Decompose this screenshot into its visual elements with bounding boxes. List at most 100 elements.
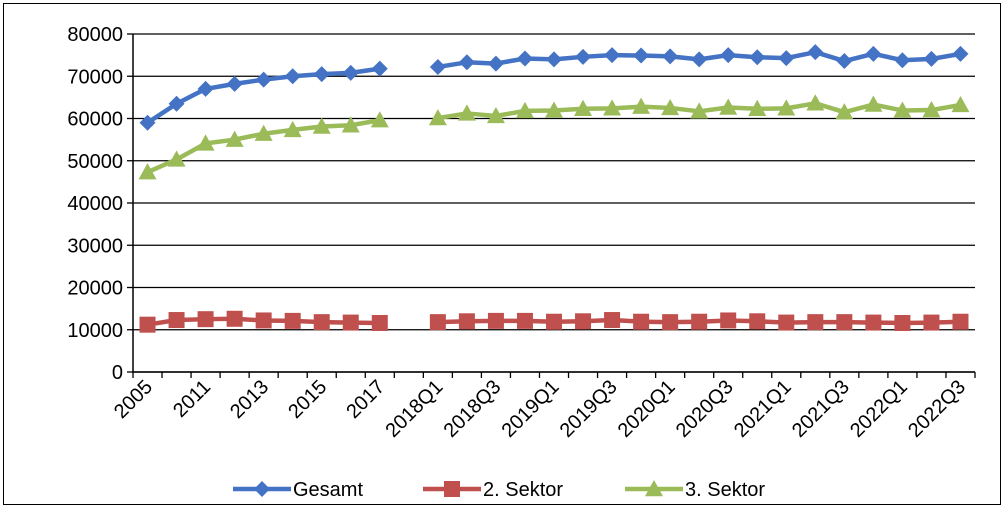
data-point <box>719 98 738 115</box>
y-tick-label: 0 <box>112 362 123 384</box>
series-2 <box>138 94 970 180</box>
data-point <box>371 314 388 331</box>
data-point <box>748 99 767 116</box>
data-point <box>371 60 388 77</box>
data-point <box>749 49 766 66</box>
data-point <box>457 104 476 121</box>
data-point <box>546 313 562 330</box>
y-tick-label: 40000 <box>67 193 123 215</box>
x-tick-label: 2015 <box>284 376 331 423</box>
x-axis: 2005 2011 2013 2015 20172018Q12018Q32019Q120… <box>110 371 976 442</box>
data-point <box>864 95 883 112</box>
y-axis: 0 10000 20000 30000 40000 50000 60000 70000 8000… <box>67 24 134 384</box>
data-point <box>139 114 156 131</box>
legend: Gesamt 2. Sektor 3. Sektor <box>233 479 765 501</box>
data-point <box>138 163 157 180</box>
data-point <box>226 75 243 92</box>
data-point <box>894 52 911 69</box>
data-point <box>370 111 389 128</box>
data-point <box>633 47 650 64</box>
data-point <box>835 103 854 120</box>
x-tick-label: 2019Q1 <box>498 376 564 442</box>
data-point <box>807 314 824 331</box>
data-point <box>604 47 621 64</box>
data-point <box>284 312 301 329</box>
x-tick-label: 2021Q1 <box>730 376 796 442</box>
data-point <box>429 58 446 75</box>
legend-entry-1: 2. Sektor <box>423 479 563 501</box>
data-point <box>196 134 215 151</box>
data-point <box>139 316 156 333</box>
x-tick-label: 2019Q3 <box>556 376 622 442</box>
data-point <box>341 116 360 133</box>
data-point <box>284 68 301 85</box>
data-point <box>633 313 650 330</box>
x-tick-label: 2013 <box>226 376 273 423</box>
data-point <box>952 45 969 62</box>
data-point <box>575 48 592 65</box>
x-tick-label: 2011 <box>169 376 215 422</box>
data-point <box>777 99 796 116</box>
data-point <box>515 101 534 119</box>
data-point <box>342 314 359 331</box>
y-tick-label: 60000 <box>67 109 123 131</box>
y-tick-label: 70000 <box>67 66 123 88</box>
data-point <box>836 53 853 70</box>
x-tick-label: 2017 <box>342 376 389 423</box>
data-point <box>836 314 853 331</box>
series-1 <box>139 310 969 333</box>
data-point <box>923 50 940 67</box>
data-point <box>691 51 708 68</box>
chart-frame <box>3 3 1001 505</box>
data-point <box>342 64 359 81</box>
data-point <box>313 314 330 331</box>
data-point <box>458 313 475 330</box>
series-0 <box>139 44 969 131</box>
data-point <box>806 94 825 111</box>
data-point <box>662 314 679 331</box>
legend-marker <box>444 481 460 497</box>
x-tick-label: 2020Q3 <box>672 376 738 442</box>
data-point <box>486 106 505 124</box>
data-point <box>429 314 446 331</box>
data-point <box>807 44 824 61</box>
data-point <box>167 150 186 167</box>
data-point <box>225 130 244 147</box>
data-point <box>226 310 243 327</box>
data-point <box>255 312 272 329</box>
legend-marker <box>645 480 663 497</box>
data-point <box>603 99 622 116</box>
legend-marker <box>254 481 270 497</box>
data-point <box>865 45 882 62</box>
data-point <box>487 55 504 72</box>
data-point <box>691 313 708 330</box>
data-point <box>865 314 882 331</box>
data-point <box>428 109 447 126</box>
data-point <box>312 117 331 134</box>
x-tick-label: 2022Q1 <box>846 376 912 442</box>
data-point <box>632 97 651 114</box>
legend-label: Gesamt <box>293 479 363 501</box>
data-point <box>168 312 185 329</box>
data-point <box>690 102 709 119</box>
data-point <box>720 312 737 329</box>
y-tick-label: 30000 <box>67 235 123 257</box>
legend-entry-2: 3. Sektor <box>625 479 765 501</box>
data-point <box>516 312 533 329</box>
data-point <box>574 99 593 116</box>
data-point <box>487 312 504 329</box>
data-point <box>952 313 969 330</box>
data-point <box>313 66 330 83</box>
y-tick-label: 50000 <box>67 151 123 173</box>
data-point <box>778 314 795 331</box>
data-point <box>516 50 533 67</box>
data-point <box>749 313 766 330</box>
data-point <box>893 101 912 118</box>
data-point <box>894 314 911 331</box>
data-point <box>951 95 970 113</box>
data-point <box>661 98 680 116</box>
legend-entry-0: Gesamt <box>233 479 363 501</box>
data-point <box>458 54 475 71</box>
y-tick-label: 20000 <box>67 278 123 300</box>
